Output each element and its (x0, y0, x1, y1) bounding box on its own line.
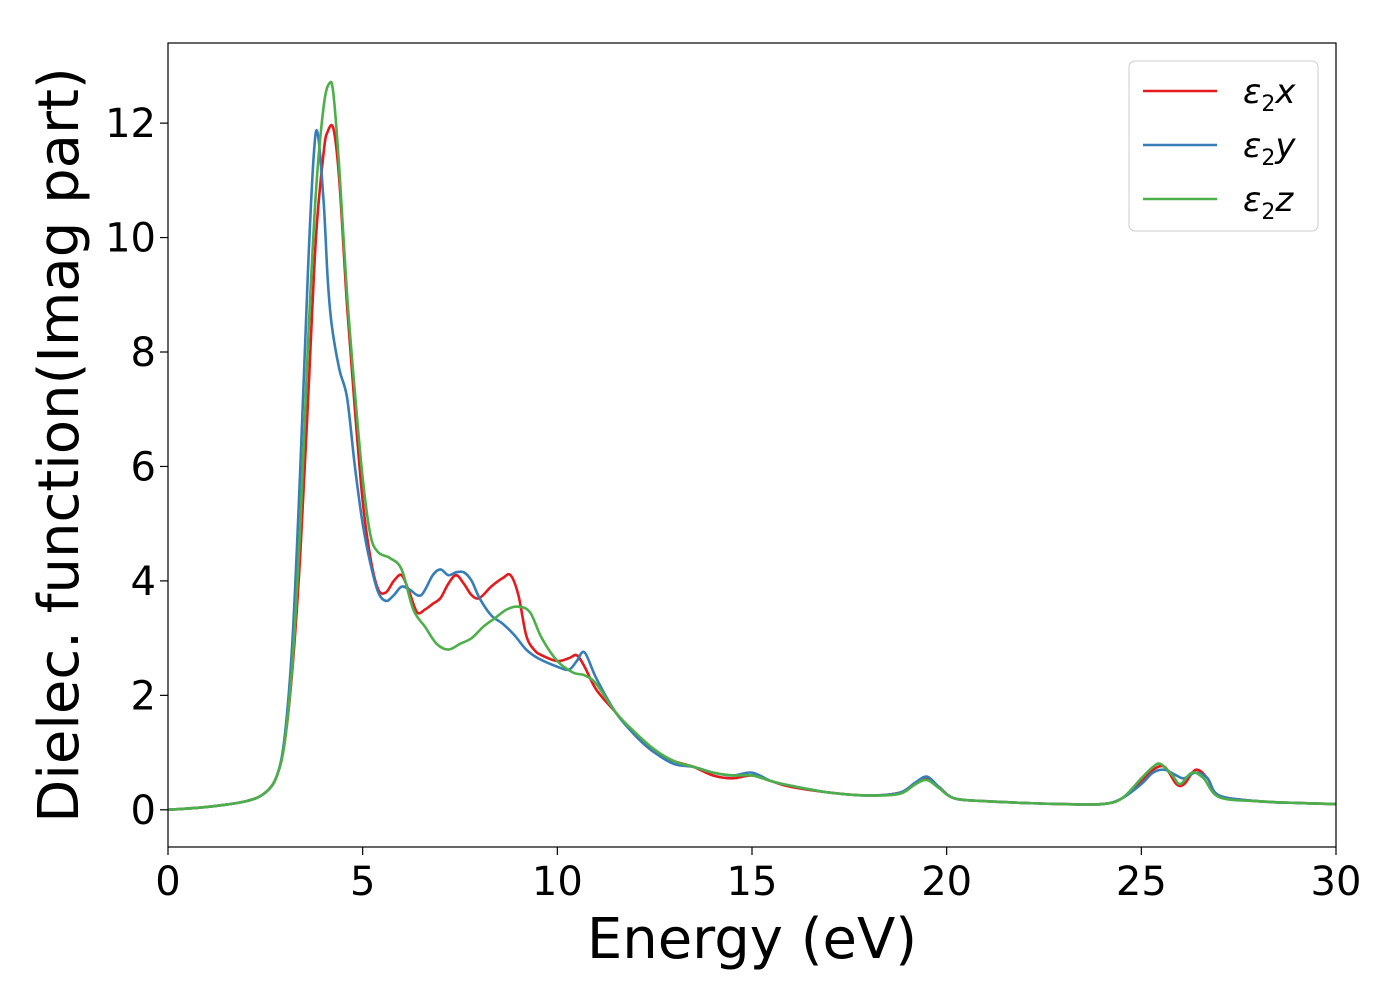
legend-label-y: ε2y (1243, 126, 1296, 171)
legend-label-z: ε2z (1243, 180, 1294, 225)
legend-label-x: ε2x (1243, 72, 1296, 117)
y-tick-label: 10 (105, 216, 156, 262)
x-tick-label: 5 (350, 859, 375, 905)
x-tick-label: 0 (155, 859, 180, 905)
y-tick-label: 6 (131, 444, 156, 490)
x-tick-label: 10 (532, 859, 583, 905)
y-tick-label: 2 (131, 673, 156, 719)
x-tick-label: 30 (1311, 859, 1362, 905)
x-tick-label: 15 (727, 859, 778, 905)
y-axis-ticks: 0 2 4 6 8 10 12 (105, 101, 168, 834)
legend: ε2x ε2y ε2z (1128, 60, 1319, 232)
x-tick-label: 20 (921, 859, 972, 905)
x-axis-label: Energy (eV) (587, 907, 917, 972)
y-axis-label: Dielec. function(Imag part) (27, 67, 92, 823)
x-tick-label: 25 (1116, 859, 1167, 905)
y-tick-label: 4 (131, 559, 156, 605)
legend-box (1128, 60, 1319, 232)
x-axis-ticks: 0 5 10 15 20 25 30 (155, 847, 1361, 905)
y-tick-label: 0 (131, 788, 156, 834)
plot-lines (168, 80, 1336, 812)
series-line-z (168, 80, 1336, 812)
y-tick-label: 12 (105, 101, 156, 147)
y-tick-label: 8 (131, 330, 156, 376)
